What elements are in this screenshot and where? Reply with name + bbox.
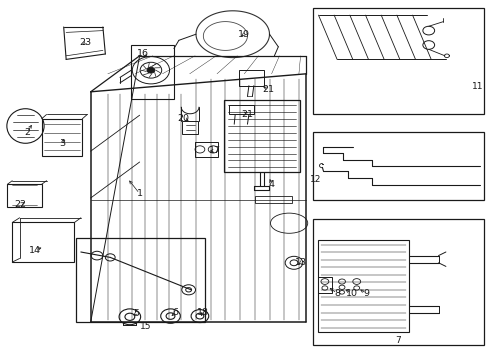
Circle shape: [147, 67, 155, 73]
Bar: [7, 184, 42, 207]
Text: 3: 3: [60, 139, 66, 148]
Bar: [239, 70, 264, 86]
Bar: [318, 240, 409, 332]
Text: 12: 12: [310, 175, 322, 184]
Text: 19: 19: [238, 30, 250, 39]
Bar: [224, 100, 300, 172]
Text: 20: 20: [178, 114, 190, 122]
Text: 13: 13: [295, 258, 307, 266]
Text: 6: 6: [172, 308, 178, 317]
Text: 16: 16: [137, 49, 149, 58]
Text: 22: 22: [15, 200, 26, 209]
Bar: [313, 219, 484, 345]
Bar: [313, 8, 484, 114]
Text: 21: 21: [263, 85, 274, 94]
Text: 4: 4: [269, 180, 275, 189]
Text: 2: 2: [24, 128, 30, 137]
Text: 21: 21: [242, 110, 253, 119]
Text: 10: 10: [346, 289, 358, 298]
Text: 8: 8: [334, 289, 340, 298]
Bar: [182, 121, 198, 134]
Text: 18: 18: [197, 308, 209, 317]
Text: 23: 23: [80, 38, 92, 47]
Text: 5: 5: [133, 309, 139, 318]
Bar: [76, 238, 205, 322]
Bar: [195, 142, 218, 157]
Bar: [12, 222, 74, 262]
Bar: [229, 105, 254, 114]
Text: 7: 7: [395, 336, 401, 345]
Text: 11: 11: [472, 82, 484, 91]
Text: 9: 9: [364, 289, 369, 298]
Bar: [313, 132, 484, 200]
Text: 14: 14: [29, 246, 41, 255]
Bar: [131, 45, 174, 99]
Bar: [42, 119, 82, 156]
Text: 15: 15: [140, 323, 152, 331]
Text: 17: 17: [209, 146, 221, 155]
Bar: [255, 196, 292, 203]
Text: 1: 1: [137, 189, 143, 198]
Bar: [318, 277, 332, 293]
